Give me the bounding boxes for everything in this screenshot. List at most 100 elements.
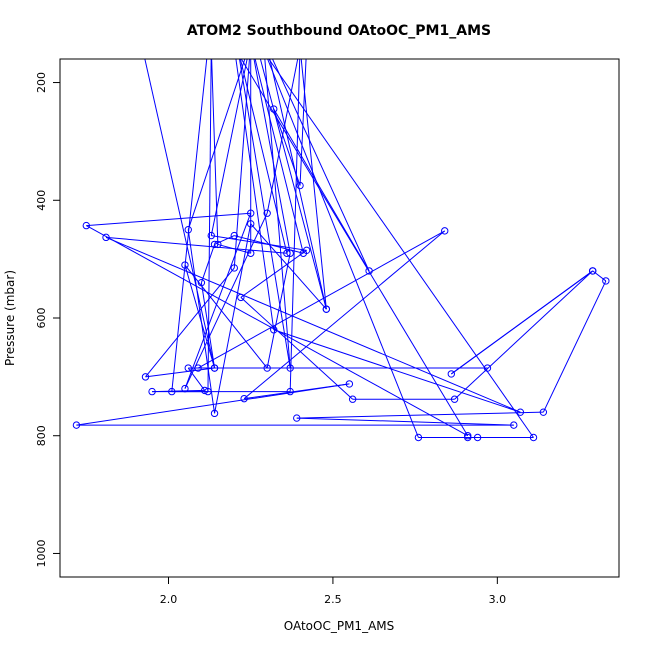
- series-line-segment: [267, 59, 419, 438]
- series-line-segment: [273, 329, 521, 413]
- series-line-segment: [451, 270, 593, 375]
- data-point: [263, 364, 271, 372]
- x-axis-label: OAtoOC_PM1_AMS: [284, 619, 395, 633]
- data-point: [447, 370, 455, 378]
- series-line-segment: [207, 59, 212, 392]
- series-line-segment: [254, 59, 304, 254]
- series-line-segment: [211, 59, 219, 245]
- data-point: [200, 386, 209, 395]
- series-line-segment: [259, 59, 327, 310]
- data-point: [270, 105, 278, 113]
- series-line-segment: [187, 367, 206, 391]
- series-line-segment: [197, 230, 445, 369]
- data-point: [529, 433, 538, 442]
- data-point: [263, 209, 271, 217]
- data-point: [270, 326, 278, 334]
- data-point: [539, 408, 548, 416]
- data-point: [210, 240, 219, 249]
- series-line-segment: [238, 59, 291, 369]
- series-line-segment: [271, 59, 370, 272]
- series-line-segment: [214, 223, 252, 414]
- series-line-segment: [145, 367, 215, 378]
- data-point: [247, 209, 255, 217]
- series-line-segment: [233, 59, 250, 269]
- data-point: [296, 181, 304, 190]
- data-point: [483, 364, 492, 372]
- series-line-segment: [269, 59, 327, 310]
- series-line-segment: [240, 297, 353, 400]
- data-point: [204, 387, 212, 396]
- data-point: [230, 264, 238, 272]
- data-point: [322, 305, 331, 313]
- data-point: [210, 364, 219, 372]
- data-point: [184, 364, 192, 372]
- series-line-segment: [211, 235, 307, 251]
- series-line-segment: [542, 280, 607, 413]
- series-line-segment: [592, 270, 607, 282]
- series-line-segment: [184, 213, 268, 389]
- data-point: [283, 249, 291, 257]
- series-line-segment: [86, 212, 251, 227]
- data-point: [237, 293, 245, 302]
- data-point: [214, 240, 222, 249]
- data-point: [302, 246, 311, 255]
- series-line-segment: [253, 59, 291, 254]
- y-tick-label: 1000: [35, 539, 48, 567]
- y-tick-label: 600: [35, 308, 48, 329]
- series-line-segment: [264, 59, 291, 369]
- x-tick-label: 3.0: [489, 593, 507, 606]
- data-point: [141, 373, 150, 381]
- data-point: [602, 277, 610, 285]
- axes-layer: 2.0 2.5 3.0 200 400 600 800 1000: [35, 58, 620, 606]
- data-point: [414, 433, 423, 442]
- series-line-segment: [144, 59, 216, 369]
- series-line-segment: [299, 59, 307, 186]
- series-layer: [72, 41, 610, 442]
- data-point: [286, 387, 294, 396]
- data-point: [102, 233, 110, 242]
- data-point: [72, 421, 81, 429]
- data-point: [286, 364, 294, 372]
- data-point: [450, 395, 459, 403]
- x-tick-label: 2.5: [324, 593, 342, 606]
- data-point: [293, 414, 301, 422]
- data-point: [210, 409, 219, 418]
- data-point: [516, 408, 525, 416]
- data-point: [207, 231, 215, 240]
- data-point: [184, 226, 192, 234]
- data-point: [588, 267, 597, 275]
- series-line-segment: [250, 223, 327, 310]
- y-tick-label: 800: [35, 425, 48, 446]
- data-point: [230, 231, 238, 240]
- data-point: [348, 395, 357, 403]
- series-line-segment: [261, 41, 268, 47]
- data-point: [148, 387, 156, 396]
- data-point: [168, 387, 176, 396]
- series-line-segment: [296, 411, 544, 419]
- y-tick-label: 200: [35, 72, 48, 93]
- y-axis-label: Pressure (mbar): [3, 270, 17, 366]
- data-point: [181, 261, 189, 269]
- series-line-segment: [289, 59, 301, 392]
- data-point: [473, 433, 482, 442]
- series-line-segment: [105, 236, 287, 254]
- chart-title: ATOM2 Southbound OAtoOC_PM1_AMS: [187, 23, 491, 39]
- series-line-segment: [235, 59, 275, 330]
- series-line-segment: [268, 59, 534, 438]
- series-line-segment: [184, 213, 252, 389]
- y-tick-label: 400: [35, 190, 48, 211]
- data-point: [286, 249, 294, 257]
- series-line-segment: [145, 267, 235, 378]
- data-point: [247, 249, 255, 257]
- series-line-segment: [200, 244, 216, 283]
- data-point: [510, 421, 518, 429]
- data-point: [441, 227, 449, 235]
- series-line-segment: [273, 108, 370, 272]
- series-line-segment: [244, 383, 350, 400]
- data-point: [247, 220, 255, 228]
- x-tick-label: 2.0: [160, 593, 178, 606]
- data-point: [365, 267, 373, 275]
- plot-frame: [59, 58, 620, 578]
- data-point: [464, 432, 472, 440]
